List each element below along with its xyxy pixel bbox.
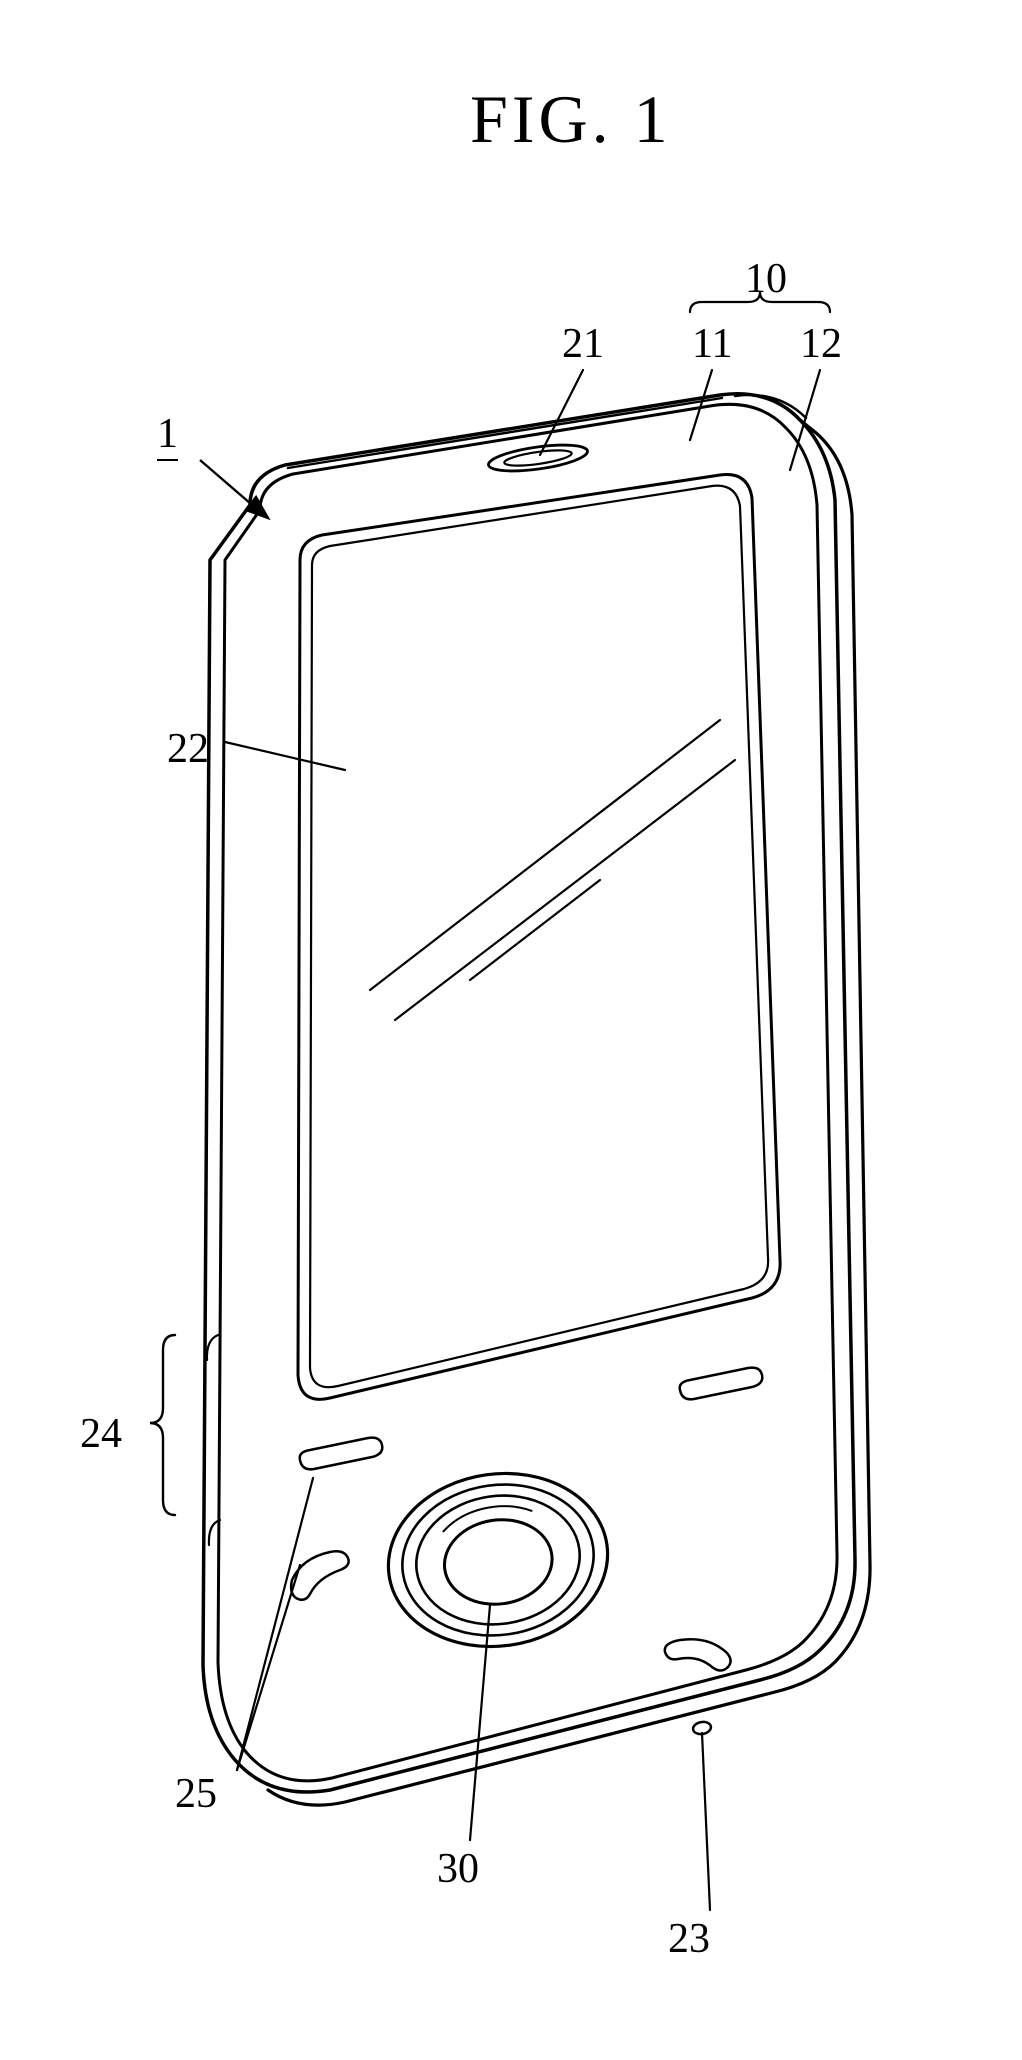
device-drawing xyxy=(0,0,1022,2060)
